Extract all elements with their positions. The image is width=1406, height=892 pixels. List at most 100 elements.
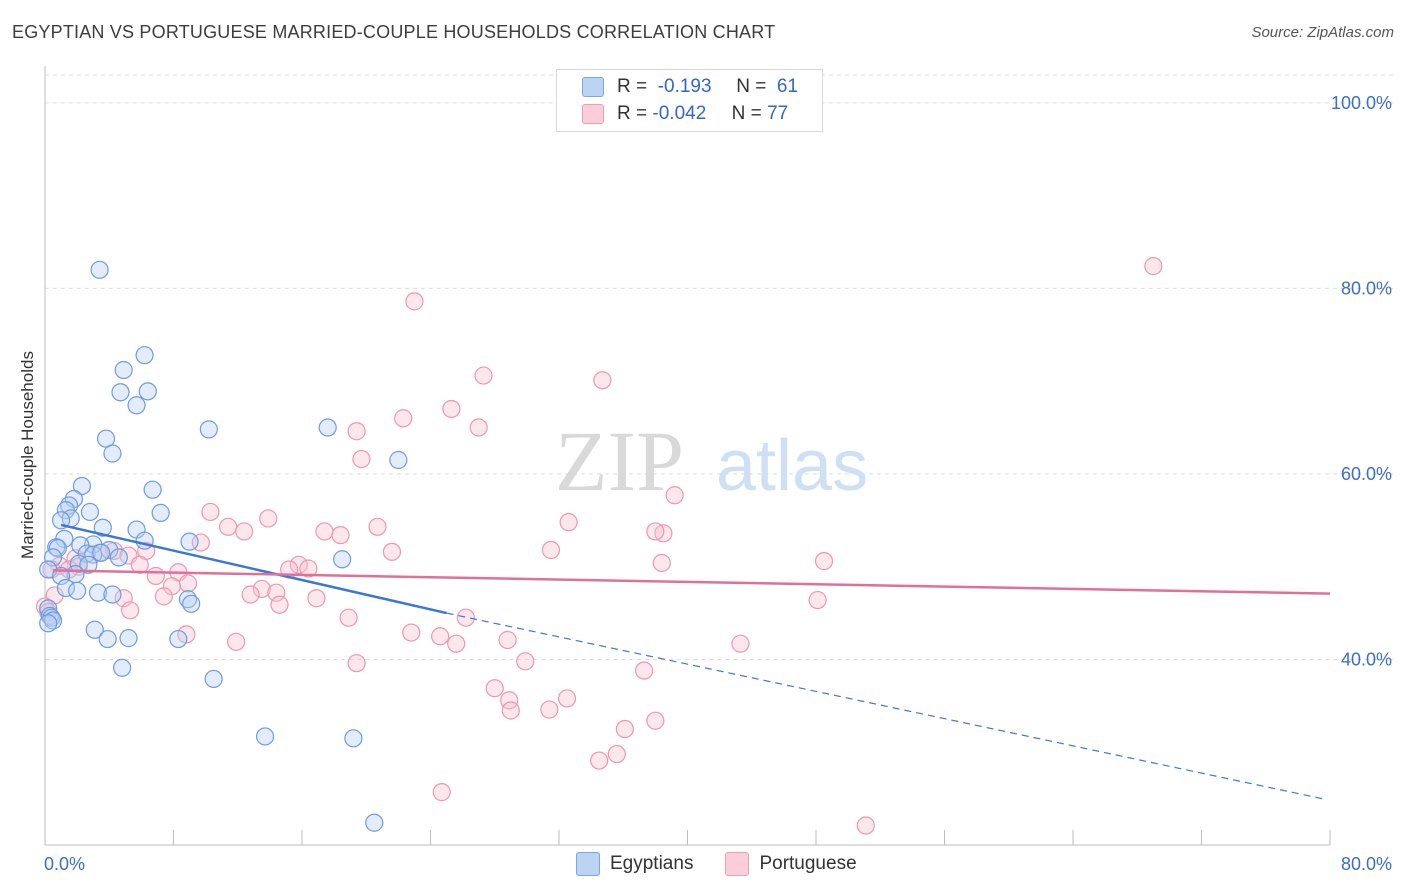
portuguese-point xyxy=(646,711,665,730)
egyptians-point xyxy=(103,585,122,604)
egyptians-point xyxy=(204,669,223,689)
series-legend-egyptians[interactable]: Egyptians xyxy=(576,852,693,876)
portuguese-point xyxy=(447,634,466,653)
portuguese-point xyxy=(347,422,366,441)
legend-swatch-portuguese xyxy=(582,104,604,124)
egyptians-point xyxy=(119,629,138,648)
egyptians-point xyxy=(51,511,71,530)
portuguese-point xyxy=(559,513,578,532)
tick-labels: 40.0% 60.0% 80.0% 100.0% 0.0% 80.0% xyxy=(44,93,1392,874)
egyptians-point xyxy=(80,502,100,522)
egyptians-point xyxy=(109,548,128,567)
trend-lines xyxy=(53,523,1331,800)
portuguese-point xyxy=(646,522,665,541)
egyptians-point xyxy=(42,608,61,627)
portuguese-point xyxy=(130,555,149,574)
egyptians-point xyxy=(90,260,109,279)
portuguese-point xyxy=(814,552,834,571)
egyptians-point xyxy=(79,555,98,574)
legend-n-label: N = xyxy=(736,76,767,97)
egyptians-point xyxy=(111,383,130,402)
portuguese-point xyxy=(501,701,520,720)
legend-swatch-egyptians xyxy=(582,77,604,97)
x-tick-label: 0.0% xyxy=(44,854,85,874)
portuguese-point xyxy=(121,601,140,620)
portuguese-point xyxy=(474,366,493,385)
portuguese-point xyxy=(382,542,402,561)
portuguese-point xyxy=(259,509,278,528)
portuguese-point xyxy=(808,590,827,610)
chart-title: EGYPTIAN VS PORTUGUESE MARRIED-COUPLE HO… xyxy=(12,22,776,42)
portuguese-point xyxy=(241,585,260,604)
portuguese-point xyxy=(590,751,609,770)
portuguese-point xyxy=(540,700,559,719)
legend-r-value: -0.193 xyxy=(657,76,712,97)
egyptians-point xyxy=(112,658,132,677)
y-tick-label: 80.0% xyxy=(1341,278,1392,298)
egyptians-point xyxy=(98,629,117,649)
egyptians-point xyxy=(127,396,146,415)
watermark-zip: ZIP xyxy=(555,413,684,509)
portuguese-point xyxy=(267,583,286,602)
legend-n-value: 61 xyxy=(776,76,799,97)
series-label-portuguese: Portuguese xyxy=(759,853,857,874)
egyptians-points xyxy=(39,260,408,832)
egyptians-point xyxy=(389,450,408,470)
portuguese-point xyxy=(635,661,654,680)
egyptians-point xyxy=(56,578,75,598)
legend-n-label: N = xyxy=(731,103,762,124)
x-tick-label: 80.0% xyxy=(1341,854,1392,874)
y-tick-label: 40.0% xyxy=(1341,649,1392,669)
series-legend-portuguese[interactable]: Portuguese xyxy=(725,852,857,876)
egyptians-point xyxy=(199,420,218,439)
portuguese-point xyxy=(352,449,371,469)
y-tick-label: 60.0% xyxy=(1341,464,1392,484)
y-tick-label: 100.0% xyxy=(1331,93,1392,113)
portuguese-point xyxy=(607,744,626,764)
portuguese-trend-line xyxy=(53,569,1331,595)
portuguese-point xyxy=(347,654,366,673)
portuguese-point xyxy=(307,589,326,608)
legend-n-value: 77 xyxy=(767,103,789,124)
egyptians-point xyxy=(72,476,92,496)
portuguese-points xyxy=(35,257,1163,835)
portuguese-point xyxy=(252,579,271,599)
portuguese-point xyxy=(227,632,246,651)
egyptians-point xyxy=(143,480,162,499)
egyptians-point xyxy=(138,382,157,401)
portuguese-point xyxy=(315,522,334,541)
series-swatch-egyptians xyxy=(576,852,600,876)
egyptians-point xyxy=(56,500,75,520)
portuguese-point xyxy=(178,574,198,593)
portuguese-point xyxy=(485,679,504,698)
series-swatch-portuguese xyxy=(725,852,750,876)
legend-r-label: R = xyxy=(617,103,648,124)
egyptians-point xyxy=(344,729,363,748)
egyptians-point xyxy=(88,583,108,602)
egyptians-point xyxy=(365,813,384,832)
portuguese-point xyxy=(146,566,165,586)
legend-r-label: R = xyxy=(617,76,648,97)
legend-row-portuguese: R = -0.042 N = 77 xyxy=(582,102,788,126)
correlation-legend: R = -0.193 N = 61 R = -0.042 N = 77 xyxy=(556,69,823,132)
egyptians-point xyxy=(333,550,352,569)
egyptians-point xyxy=(69,554,88,574)
portuguese-point xyxy=(154,587,173,606)
egyptians-point xyxy=(43,611,63,630)
egyptians-point xyxy=(255,727,275,746)
portuguese-point xyxy=(665,486,684,505)
egyptians-point xyxy=(48,539,67,558)
portuguese-point xyxy=(402,623,421,642)
portuguese-point xyxy=(289,555,308,574)
egyptians-point xyxy=(135,346,154,365)
portuguese-point xyxy=(201,502,220,522)
series-legend: Egyptians Portuguese xyxy=(576,852,889,876)
watermark: ZIP atlas xyxy=(555,413,868,509)
portuguese-point xyxy=(368,517,387,536)
legend-row-egyptians: R = -0.193 N = 61 xyxy=(582,75,798,99)
portuguese-point xyxy=(541,540,561,560)
egyptians-point xyxy=(92,543,111,562)
portuguese-point xyxy=(270,595,289,614)
egyptians-point xyxy=(318,418,337,437)
portuguese-point xyxy=(516,652,535,671)
